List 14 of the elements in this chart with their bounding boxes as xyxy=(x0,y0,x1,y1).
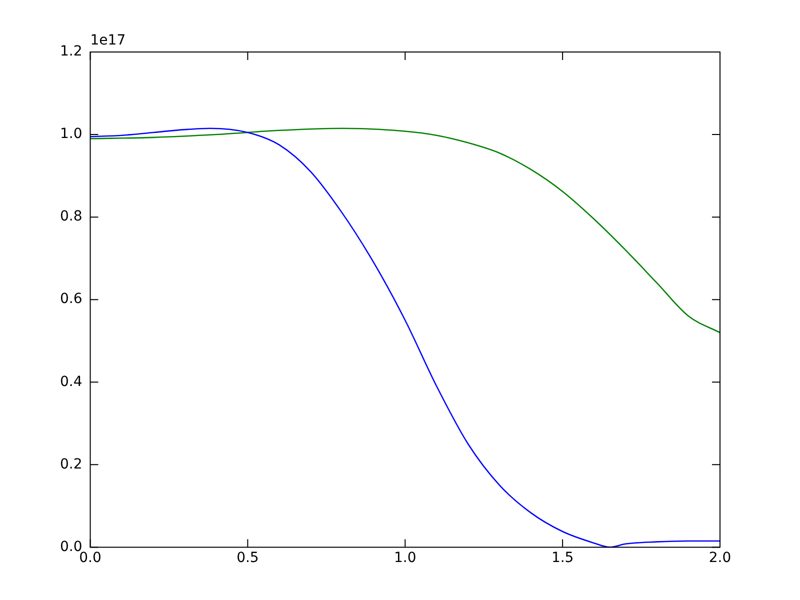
x-tick-label: 0.5 xyxy=(236,550,259,566)
x-tick-label: 0.0 xyxy=(79,550,102,566)
y-tick-label: 0.4 xyxy=(60,374,82,390)
x-tick-label: 1.0 xyxy=(394,550,416,566)
y-tick-label: 0.2 xyxy=(60,456,82,472)
line-series xyxy=(90,128,720,548)
line-series xyxy=(90,128,720,334)
y-tick-label: 0.6 xyxy=(60,291,82,308)
y-tick-label: 0.8 xyxy=(60,208,82,225)
y-tick-label: 1.2 xyxy=(60,44,82,60)
x-tick-label: 1.5 xyxy=(551,550,574,566)
text: 1e17 xyxy=(90,32,126,49)
x-tick-label: 2.0 xyxy=(708,550,732,566)
y-tick-label: 1.0 xyxy=(60,126,82,142)
